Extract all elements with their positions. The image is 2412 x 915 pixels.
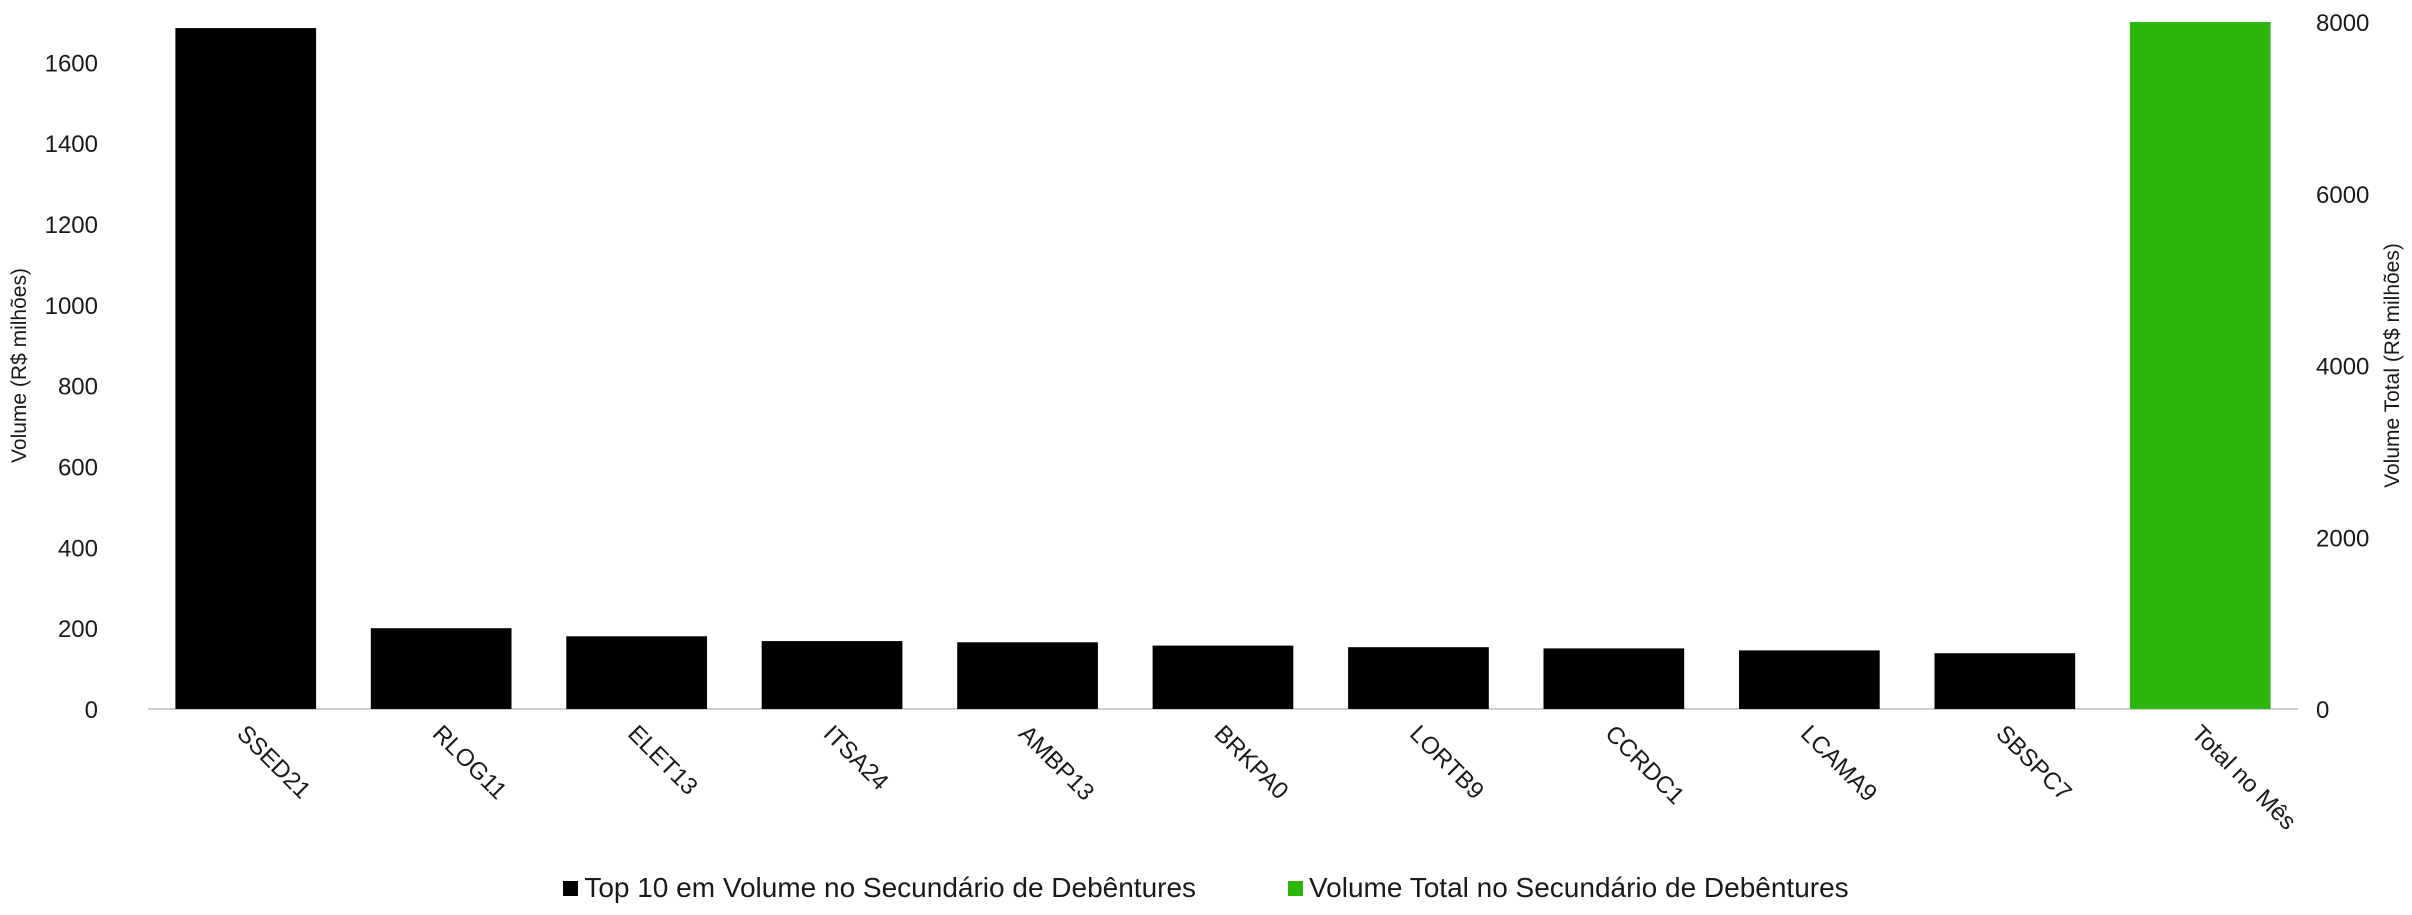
y-tick-label-1200: 1200 <box>45 212 98 239</box>
bar-top10-0 <box>175 28 317 710</box>
bar-top10-8 <box>1739 650 1880 709</box>
bar-top10-3 <box>761 641 903 709</box>
bar-top10-2 <box>566 636 707 709</box>
bar-top10-9 <box>1934 653 2076 709</box>
x-tick-label-6: LORTB9 <box>1404 720 1489 805</box>
x-tick-label-10: Total no Mês <box>2186 720 2301 835</box>
x-tick-label-2: ELET13 <box>622 720 702 800</box>
bar-total-10 <box>2129 22 2271 709</box>
y-tick-label-1400: 1400 <box>45 131 98 158</box>
legend-label-total: Volume Total no Secundário de Debêntures <box>1309 872 1849 903</box>
y2-tick-label-4000: 4000 <box>2316 354 2369 381</box>
bar-top10-5 <box>1152 645 1294 709</box>
y2-tick-label-6000: 6000 <box>2316 182 2369 209</box>
legend-item-top10: Top 10 em Volume no Secundário de Debênt… <box>563 872 1196 904</box>
x-tick-label-5: BRKPA0 <box>1209 720 1294 805</box>
bar-top10-7 <box>1543 648 1685 709</box>
y-tick-label-400: 400 <box>58 535 98 562</box>
y-tick-label-800: 800 <box>58 374 98 401</box>
legend-swatch-top10 <box>563 880 579 896</box>
legend-label-top10: Top 10 em Volume no Secundário de Debênt… <box>584 872 1197 903</box>
legend-swatch-total <box>1288 880 1304 896</box>
y2-tick-label-2000: 2000 <box>2316 525 2369 552</box>
y-axis-title: Volume (R$ milhões) <box>8 268 31 463</box>
x-tick-label-7: CCRDC1 <box>1600 720 1690 810</box>
legend: Top 10 em Volume no Secundário de Debênt… <box>0 872 2412 904</box>
x-tick-label-9: SBSPC7 <box>1991 720 2077 806</box>
y2-tick-label-8000: 8000 <box>2316 10 2369 37</box>
y-tick-label-1600: 1600 <box>45 50 98 77</box>
x-tick-label-4: AMBP13 <box>1013 720 1099 806</box>
bar-top10-1 <box>370 628 512 709</box>
x-tick-label-3: ITSA24 <box>818 720 894 796</box>
y-tick-label-1000: 1000 <box>45 293 98 320</box>
bar-top10-6 <box>1348 647 1489 709</box>
y2-axis-title: Volume Total (R$ milhões) <box>2381 243 2404 488</box>
y2-tick-label-0: 0 <box>2316 697 2329 724</box>
y-tick-label-0: 0 <box>85 697 98 724</box>
x-tick-label-0: SSED21 <box>231 720 315 804</box>
bar-top10-4 <box>957 642 1098 709</box>
x-tick-label-8: LCAMA9 <box>1795 720 1882 807</box>
y-tick-label-600: 600 <box>58 455 98 482</box>
x-tick-label-1: RLOG11 <box>427 720 512 805</box>
y-tick-label-200: 200 <box>58 616 98 643</box>
legend-item-total: Volume Total no Secundário de Debêntures <box>1288 872 1849 904</box>
